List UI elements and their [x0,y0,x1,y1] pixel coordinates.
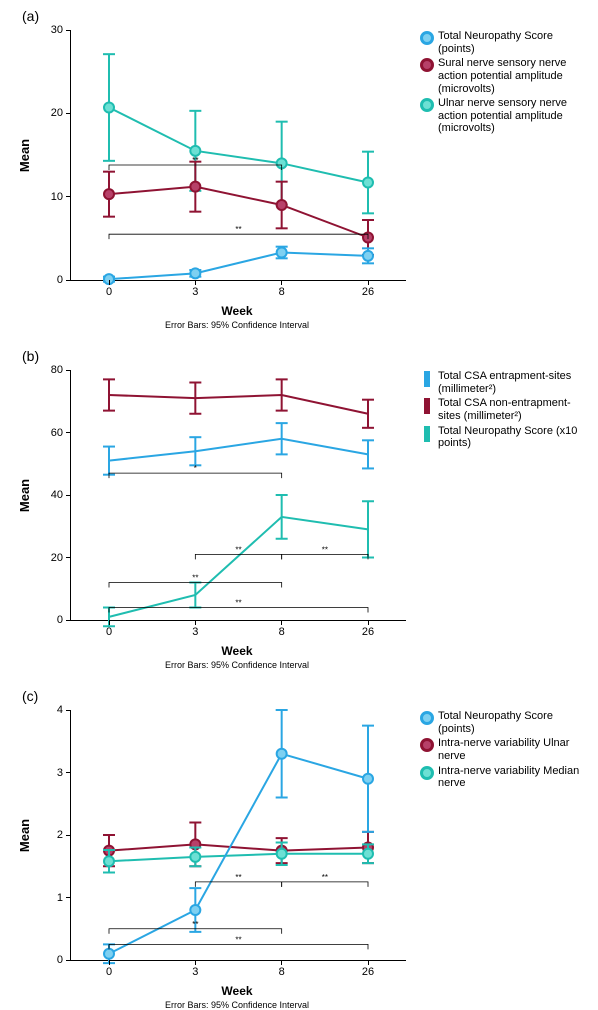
svg-text:**: ** [322,873,328,882]
legend-swatch [420,766,434,780]
y-tick-label: 1 [57,892,71,904]
y-tick-label: 0 [57,954,71,966]
y-tick-label: 20 [51,107,71,119]
panel-c-y-axis-title: Mean [17,819,32,852]
y-tick-label: 0 [57,274,71,286]
svg-text:**: ** [235,225,241,234]
panel-b-error-caption: Error Bars: 95% Confidence Interval [165,660,309,670]
panel-c-label: (c) [22,688,38,704]
legend-entry: Sural nerve sensory nerve action potenti… [420,57,588,95]
y-tick-label: 80 [51,364,71,376]
panel-a-plot-area: **** 010203003826 [70,30,406,281]
x-tick-label: 0 [106,960,112,978]
legend-swatch [420,711,434,725]
svg-text:**: ** [192,920,198,929]
panel-b-label: (b) [22,348,39,364]
legend-text: Ulnar nerve sensory nerve action potenti… [438,97,588,135]
panel-c-error-caption: Error Bars: 95% Confidence Interval [165,1000,309,1010]
x-tick-label: 3 [192,280,198,298]
legend-entry: Total CSA entrapment-sites (millimeter²) [420,370,588,395]
panel-b-plot-area: ********* 02040608003826 [70,370,406,621]
x-tick-label: 8 [279,960,285,978]
svg-text:**: ** [235,545,241,554]
legend-entry: Total Neuropathy Score (points) [420,30,588,55]
panel-c-legend: Total Neuropathy Score (points)Intra-ner… [420,710,588,792]
panel-c-x-axis-title: Week [221,984,252,998]
legend-swatch [420,31,434,45]
svg-text:**: ** [235,599,241,608]
x-tick-label: 3 [192,960,198,978]
legend-text: Total CSA non-entrapment-sites (millimet… [438,397,588,422]
panel-a-svg: ** ** [71,30,406,280]
svg-text:**: ** [235,873,241,882]
x-tick-label: 0 [106,280,112,298]
legend-text: Total Neuropathy Score (points) [438,710,588,735]
panel-b-y-axis-title: Mean [17,479,32,512]
x-tick-label: 8 [279,280,285,298]
panel-b-legend: Total CSA entrapment-sites (millimeter²)… [420,370,588,452]
legend-entry: Total Neuropathy Score (x10 points) [420,425,588,450]
panel-a-label: (a) [22,8,39,24]
x-tick-label: 26 [362,620,374,638]
y-tick-label: 4 [57,704,71,716]
legend-text: Total CSA entrapment-sites (millimeter²) [438,370,588,395]
panel-b-x-axis-title: Week [221,644,252,658]
svg-text:**: ** [235,935,241,944]
x-tick-label: 26 [362,280,374,298]
svg-text:**: ** [192,156,198,165]
legend-swatch [424,398,430,414]
y-tick-label: 20 [51,552,71,564]
svg-text:*: * [194,464,197,473]
legend-entry: Total CSA non-entrapment-sites (millimet… [420,397,588,422]
panel-a-y-axis-title: Mean [17,139,32,172]
panel-a-legend: Total Neuropathy Score (points)Sural ner… [420,30,588,137]
legend-swatch [424,371,430,387]
panel-a-x-axis-title: Week [221,304,252,318]
x-tick-label: 8 [279,620,285,638]
legend-entry: Ulnar nerve sensory nerve action potenti… [420,97,588,135]
x-tick-label: 0 [106,620,112,638]
y-tick-label: 2 [57,829,71,841]
svg-text:**: ** [322,545,328,554]
legend-entry: Total Neuropathy Score (points) [420,710,588,735]
legend-text: Intra-nerve variability Ulnar nerve [438,737,588,762]
y-tick-label: 40 [51,489,71,501]
svg-text:**: ** [192,574,198,583]
panel-a-error-caption: Error Bars: 95% Confidence Interval [165,320,309,330]
legend-text: Total Neuropathy Score (points) [438,30,588,55]
panel-b-svg: ********* [71,370,406,620]
legend-swatch [420,738,434,752]
y-tick-label: 60 [51,427,71,439]
y-tick-label: 0 [57,614,71,626]
x-tick-label: 26 [362,960,374,978]
y-tick-label: 3 [57,767,71,779]
legend-entry: Intra-nerve variability Ulnar nerve [420,737,588,762]
x-tick-label: 3 [192,620,198,638]
y-tick-label: 10 [51,191,71,203]
legend-swatch [424,426,430,442]
panel-c-svg: ** ** ** ** [71,710,406,960]
legend-text: Total Neuropathy Score (x10 points) [438,425,588,450]
panel-c-plot-area: ******** 0123403826 [70,710,406,961]
figure-root: (a) **** 010203003826 Mean Week Error Ba… [0,0,598,999]
legend-swatch [420,58,434,72]
legend-entry: Intra-nerve variability Median nerve [420,765,588,790]
legend-text: Intra-nerve variability Median nerve [438,765,588,790]
y-tick-label: 30 [51,24,71,36]
legend-swatch [420,98,434,112]
legend-text: Sural nerve sensory nerve action potenti… [438,57,588,95]
